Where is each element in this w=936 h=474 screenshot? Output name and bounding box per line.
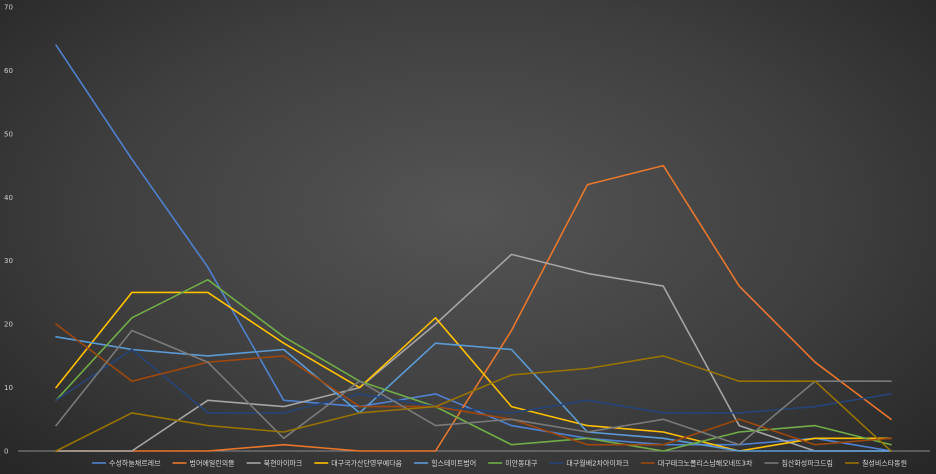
y-tick-label-7: 70 xyxy=(4,4,13,12)
series-line-3 xyxy=(55,291,892,452)
series-line-2 xyxy=(55,253,892,452)
legend-label-1: 범어에일린의뜰 xyxy=(190,459,236,468)
legend-label-3: 대구국가산단영무예다음 xyxy=(331,459,402,468)
legend-label-8: 침산화성파크드림 xyxy=(781,459,833,468)
series-line-4 xyxy=(55,335,892,452)
legend-label-4: 힐스테이트범어 xyxy=(431,459,476,468)
y-tick-label-6: 60 xyxy=(4,67,13,75)
legend-label-0: 수성하늘채르레브 xyxy=(109,459,161,468)
legend-label-6: 대구월배2차아이파크 xyxy=(566,459,629,468)
legend-label-7: 대구테크노폴리스남해오네뜨3차 xyxy=(658,459,753,468)
series-line-7 xyxy=(55,323,892,446)
series-line-6 xyxy=(55,348,892,414)
y-tick-label-0: 0 xyxy=(4,448,8,456)
series-line-9 xyxy=(55,355,892,452)
series-line-8 xyxy=(55,329,892,446)
legend-label-9: 칠성비스타동원 xyxy=(862,459,907,468)
y-tick-label-3: 30 xyxy=(4,257,13,265)
series-line-1 xyxy=(55,164,892,452)
legend-label-5: 이안동대구 xyxy=(505,459,538,468)
y-tick-label-2: 20 xyxy=(4,321,13,329)
y-tick-label-1: 10 xyxy=(4,384,13,392)
y-tick-label-4: 40 xyxy=(4,194,13,202)
legend-label-2: 북현아이파크 xyxy=(264,459,303,468)
series-line-5 xyxy=(55,278,892,452)
y-tick-label-5: 50 xyxy=(4,130,13,138)
